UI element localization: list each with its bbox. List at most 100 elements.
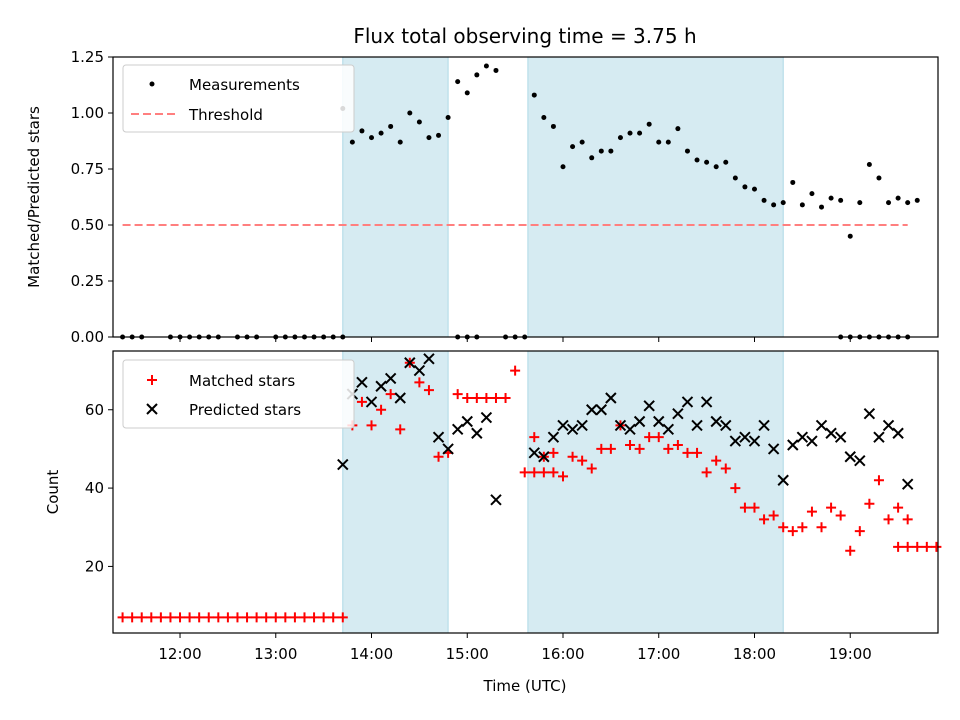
matched-point-3 xyxy=(146,612,157,623)
matched-point-23 xyxy=(337,612,348,623)
measurement-point-32 xyxy=(455,79,461,85)
predicted-point-26 xyxy=(614,419,627,432)
measurement-point-57 xyxy=(665,139,671,145)
matched-point-89 xyxy=(921,541,932,552)
matched-point-10 xyxy=(213,612,224,623)
predicted-point-56 xyxy=(901,478,914,490)
measurement-point-52 xyxy=(617,135,623,141)
bottom-x-tick-label-2: 14:00 xyxy=(350,645,393,663)
predicted-point-8 xyxy=(413,364,426,377)
matched-point-74 xyxy=(797,522,808,533)
matched-point-7 xyxy=(184,612,195,623)
top-y-tick-label-3: 0.75 xyxy=(71,160,104,178)
measurement-point-78 xyxy=(866,162,872,168)
predicted-point-38 xyxy=(729,435,742,447)
bottom-x-tick-label-0: 12:00 xyxy=(158,645,201,663)
predicted-point-0 xyxy=(337,458,349,471)
matched-point-71 xyxy=(768,510,779,521)
predicted-point-3 xyxy=(365,396,378,408)
bottom-y-tick-label-2: 60 xyxy=(85,401,104,419)
predicted-point-39 xyxy=(739,431,751,443)
predicted-point-45 xyxy=(796,431,809,443)
measurement-point-40 xyxy=(474,72,480,78)
matched-point-29 xyxy=(395,424,406,435)
predicted-point-41 xyxy=(758,419,770,432)
matched-point-84 xyxy=(893,502,904,513)
measurement-point-61 xyxy=(704,159,710,165)
measurement-point-21 xyxy=(349,139,355,145)
bottom-panel: 20 40 60 12:00 13:00 14:00 15:00 16:00 17:00 18:… xyxy=(44,350,942,695)
matched-point-18 xyxy=(289,612,300,623)
measurement-point-62 xyxy=(713,164,719,170)
matched-point-25 xyxy=(356,396,367,407)
top-x-ticks xyxy=(179,337,851,342)
top-shaded-region-0 xyxy=(342,56,449,338)
predicted-point-10 xyxy=(432,431,445,443)
predicted-point-14 xyxy=(471,427,483,439)
predicted-point-18 xyxy=(538,451,550,463)
legend-measurements-marker xyxy=(149,81,155,87)
matched-point-22 xyxy=(328,612,339,623)
matched-point-80 xyxy=(854,526,865,537)
top-shaded-region-1 xyxy=(527,56,784,338)
measurement-point-58 xyxy=(675,126,681,132)
legend-matched-marker xyxy=(147,375,157,385)
matched-point-88 xyxy=(912,541,923,552)
measurement-point-73 xyxy=(819,204,825,210)
legend-threshold-label: Threshold xyxy=(188,106,263,124)
measurement-point-69 xyxy=(780,200,786,206)
matched-point-83 xyxy=(883,514,894,525)
matched-point-48 xyxy=(548,447,559,458)
matched-point-58 xyxy=(644,432,655,443)
matched-point-27 xyxy=(376,404,387,415)
matched-point-76 xyxy=(816,522,827,533)
measurement-point-33 xyxy=(464,90,470,96)
matched-point-82 xyxy=(873,475,884,486)
measurement-point-30 xyxy=(436,132,442,138)
predicted-point-6 xyxy=(394,392,406,404)
matched-point-4 xyxy=(155,612,166,623)
predicted-point-21 xyxy=(566,423,579,436)
predicted-point-33 xyxy=(681,396,694,408)
matched-point-38 xyxy=(481,393,492,403)
matched-point-64 xyxy=(701,467,712,478)
bottom-x-tick-label-3: 15:00 xyxy=(446,645,489,663)
matched-point-39 xyxy=(490,393,501,403)
measurement-point-74 xyxy=(828,195,834,201)
matched-point-37 xyxy=(471,393,482,403)
matched-point-56 xyxy=(625,440,636,450)
measurement-point-48 xyxy=(579,139,585,145)
predicted-point-55 xyxy=(892,427,904,439)
top-chart-title: Flux total observing time = 3.75 h xyxy=(353,24,696,48)
matched-point-44 xyxy=(538,467,549,478)
matched-point-42 xyxy=(519,467,530,478)
measurement-point-49 xyxy=(589,155,595,161)
matched-point-43 xyxy=(529,467,540,478)
measurement-point-26 xyxy=(397,139,403,145)
predicted-point-20 xyxy=(557,419,569,432)
matched-point-14 xyxy=(251,612,262,623)
top-y-tick-label-5: 1.25 xyxy=(71,48,104,66)
predicted-point-48 xyxy=(825,427,837,439)
bottom-x-tick-label-6: 18:00 xyxy=(733,645,776,663)
measurement-point-63 xyxy=(723,159,729,165)
predicted-point-43 xyxy=(777,474,789,486)
matched-point-87 xyxy=(902,541,913,552)
matched-point-59 xyxy=(653,432,664,443)
predicted-point-23 xyxy=(586,404,598,416)
bottom-legend-box xyxy=(122,359,355,429)
measurement-point-47 xyxy=(570,144,576,150)
measurement-point-83 xyxy=(914,197,920,203)
bottom-x-tick-label-7: 19:00 xyxy=(829,645,872,663)
top-legend: Measurements Threshold xyxy=(122,64,355,133)
predicted-point-2 xyxy=(356,376,368,389)
top-y-axis: 0.00 0.25 0.50 0.75 1.00 1.25 xyxy=(71,48,113,346)
bottom-shaded-regions xyxy=(342,350,784,634)
predicted-point-40 xyxy=(748,435,761,447)
matched-point-31 xyxy=(414,377,425,388)
predicted-point-31 xyxy=(662,423,675,436)
measurement-point-54 xyxy=(637,130,643,136)
matched-point-73 xyxy=(787,526,798,537)
predicted-point-47 xyxy=(815,419,828,432)
